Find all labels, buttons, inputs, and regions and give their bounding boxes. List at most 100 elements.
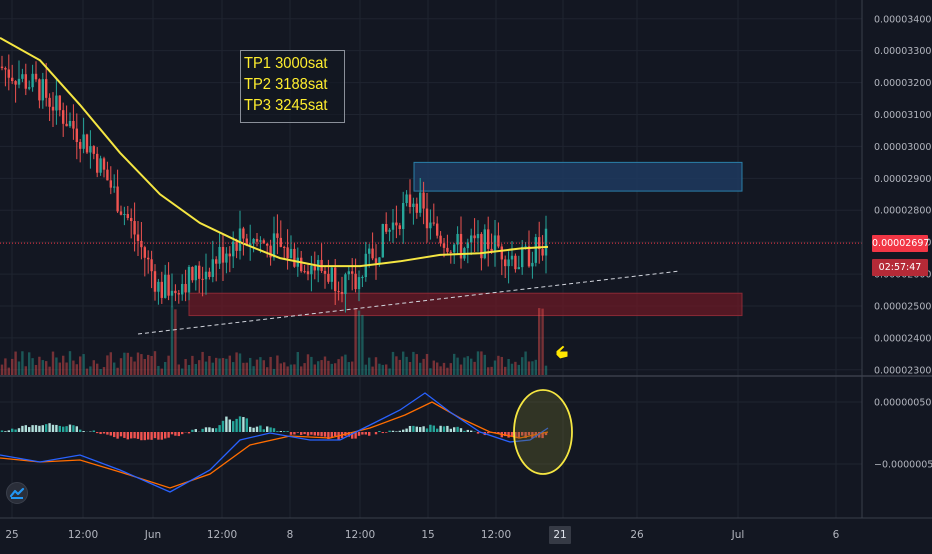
macd-histogram-bar (358, 432, 360, 436)
volume-bar (133, 362, 135, 375)
volume-bar (378, 364, 380, 375)
volume-bar (144, 359, 146, 375)
macd-histogram-bar (273, 428, 275, 432)
candle-body (188, 267, 190, 292)
candle-body (89, 146, 91, 152)
macd-histogram-bar (113, 432, 115, 437)
take-profit-note[interactable]: TP1 3000sat TP2 3188sat TP3 3245sat (240, 50, 345, 123)
macd-histogram-bar (460, 428, 462, 432)
volume-bar (331, 364, 333, 375)
candle-body (35, 74, 37, 79)
volume-bar (385, 364, 387, 375)
volume-bar (69, 351, 71, 375)
volume-bar (31, 358, 33, 375)
volume-bar (426, 354, 428, 375)
volume-bar (147, 355, 149, 375)
macd-histogram-bar (225, 417, 227, 432)
macd-histogram-bar (28, 427, 30, 432)
macd-histogram-bar (11, 429, 13, 432)
macd-histogram-bar (161, 432, 163, 440)
candle-body (11, 78, 13, 81)
candle-body (55, 96, 57, 111)
volume-bar (402, 352, 404, 375)
macd-histogram-bar (144, 432, 146, 440)
candle-body (8, 69, 10, 77)
macd-histogram-bar (167, 432, 169, 438)
volume-bar (361, 315, 363, 375)
volume-bar (531, 361, 533, 375)
macd-histogram-bar (218, 425, 220, 432)
volume-bar (99, 369, 101, 375)
tradingview-logo-icon[interactable] (6, 482, 28, 504)
volume-bar (341, 356, 343, 375)
volume-bar (473, 362, 475, 375)
volume-bar (110, 352, 112, 375)
volume-bar (314, 364, 316, 375)
volume-bar (116, 368, 118, 375)
candle-body (18, 79, 20, 85)
candle-body (283, 247, 285, 248)
volume-bar (460, 365, 462, 375)
macd-histogram-bar (150, 432, 152, 440)
price-tick-label: 0.00002900 (874, 174, 931, 185)
volume-bar (507, 359, 509, 375)
candle-body (93, 146, 95, 154)
volume-bar (297, 352, 299, 375)
volume-bar (157, 366, 159, 375)
macd-histogram-bar (133, 432, 135, 438)
candle-body (28, 87, 30, 89)
price-tick-label: 0.00003100 (874, 110, 931, 121)
volume-bar (266, 367, 268, 375)
current-price-tag: 0.00002697 (872, 235, 928, 252)
candle-body (178, 293, 180, 294)
volume-bar (11, 359, 13, 375)
macd-histogram-bar (439, 426, 441, 432)
macd-histogram-bar (93, 431, 95, 432)
macd-histogram-bar (412, 426, 414, 432)
volume-bar (283, 362, 285, 375)
candle-body (130, 218, 132, 221)
time-tick-label: Jun (144, 529, 161, 541)
candle-body (497, 235, 499, 246)
volume-bar (18, 361, 20, 375)
macd-histogram-bar (181, 432, 183, 434)
candle-body (4, 68, 6, 69)
volume-bar (198, 360, 200, 375)
macd-histogram-bar (263, 429, 265, 432)
candle-body (266, 244, 268, 246)
macd-histogram-bar (55, 425, 57, 432)
macd-histogram-bar (317, 432, 319, 436)
candle-body (371, 249, 373, 259)
macd-histogram-bar (395, 431, 397, 432)
volume-bar (4, 358, 6, 375)
price-tick-label: 0.00002400 (874, 333, 931, 344)
macd-histogram-bar (477, 432, 479, 434)
candle-body (140, 241, 142, 247)
time-tick-label: Jul (731, 529, 745, 541)
volume-bar (239, 353, 241, 375)
volume-bar (293, 364, 295, 375)
candle-body (409, 194, 411, 207)
volume-bar (467, 356, 469, 375)
macd-histogram-bar (399, 431, 401, 432)
macd-line (0, 393, 548, 492)
highlight-ellipse (514, 390, 572, 474)
candle-body (341, 292, 343, 294)
macd-histogram-bar (31, 425, 33, 432)
macd-histogram-bar (62, 427, 64, 432)
macd-histogram-bar (18, 428, 20, 432)
candle-body (21, 74, 23, 79)
candle-body (212, 259, 214, 277)
macd-histogram-bar (140, 432, 142, 440)
macd-histogram-bar (443, 426, 445, 432)
macd-histogram-bar (433, 426, 435, 432)
candle-body (518, 267, 520, 269)
macd-histogram-bar (174, 432, 176, 436)
volume-bar (21, 351, 23, 375)
candle-body (416, 204, 418, 213)
macd-histogram-bar (137, 432, 139, 439)
macd-histogram-bar (402, 430, 404, 432)
